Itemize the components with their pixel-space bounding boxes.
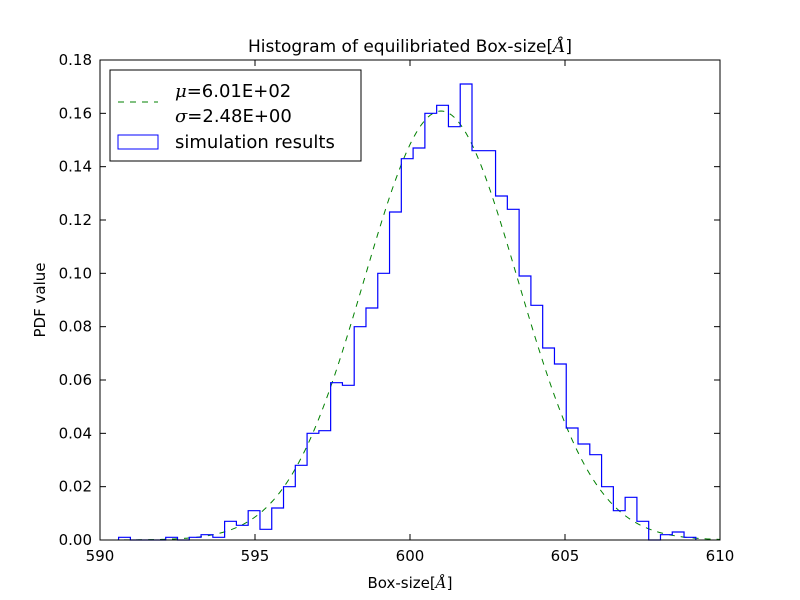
plot-area <box>99 83 721 541</box>
x-tick-label: 605 <box>551 547 580 565</box>
y-tick-label: 0.02 <box>59 478 92 496</box>
y-tick-label: 0.10 <box>59 264 92 282</box>
x-tick-label: 590 <box>86 547 115 565</box>
y-tick-label: 0.06 <box>59 371 92 389</box>
x-axis-label: Box-size[Å] <box>368 574 453 592</box>
legend-sigma-label: σ=2.48E+00 <box>175 106 292 127</box>
x-tick-label: 595 <box>241 547 270 565</box>
x-tick-label: 600 <box>396 547 425 565</box>
y-tick-label: 0.08 <box>59 318 92 336</box>
x-tick-label: 610 <box>706 547 735 565</box>
y-tick-label: 0.04 <box>59 424 92 442</box>
y-axis-label: PDF value <box>31 263 49 338</box>
y-tick-label: 0.18 <box>59 51 92 69</box>
legend-simulation-label: simulation results <box>175 132 335 153</box>
legend-histogram-swatch <box>117 134 159 150</box>
legend: μ=6.01E+02 σ=2.48E+00 simulation results <box>109 69 362 162</box>
y-tick-label: 0.14 <box>59 158 92 176</box>
y-tick-label: 0.16 <box>59 104 92 122</box>
y-tick-label: 0.12 <box>59 211 92 229</box>
legend-mu-label: μ=6.01E+02 <box>175 81 291 102</box>
legend-frame <box>109 69 362 162</box>
y-tick-label: 0.00 <box>59 531 92 549</box>
axis-ticks: 590 595 600 605 610 0.00 0.02 0.04 0.06 0.08 0.10 0… <box>59 51 735 565</box>
chart-title: Histogram of equilibriated Box-size[Å] <box>248 36 572 57</box>
fit-curve <box>99 110 721 541</box>
histogram-outline <box>118 83 697 541</box>
